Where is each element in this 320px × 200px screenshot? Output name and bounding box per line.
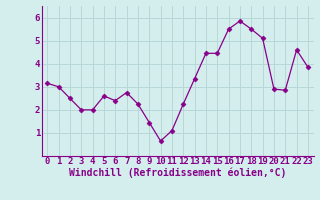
X-axis label: Windchill (Refroidissement éolien,°C): Windchill (Refroidissement éolien,°C)	[69, 168, 286, 178]
